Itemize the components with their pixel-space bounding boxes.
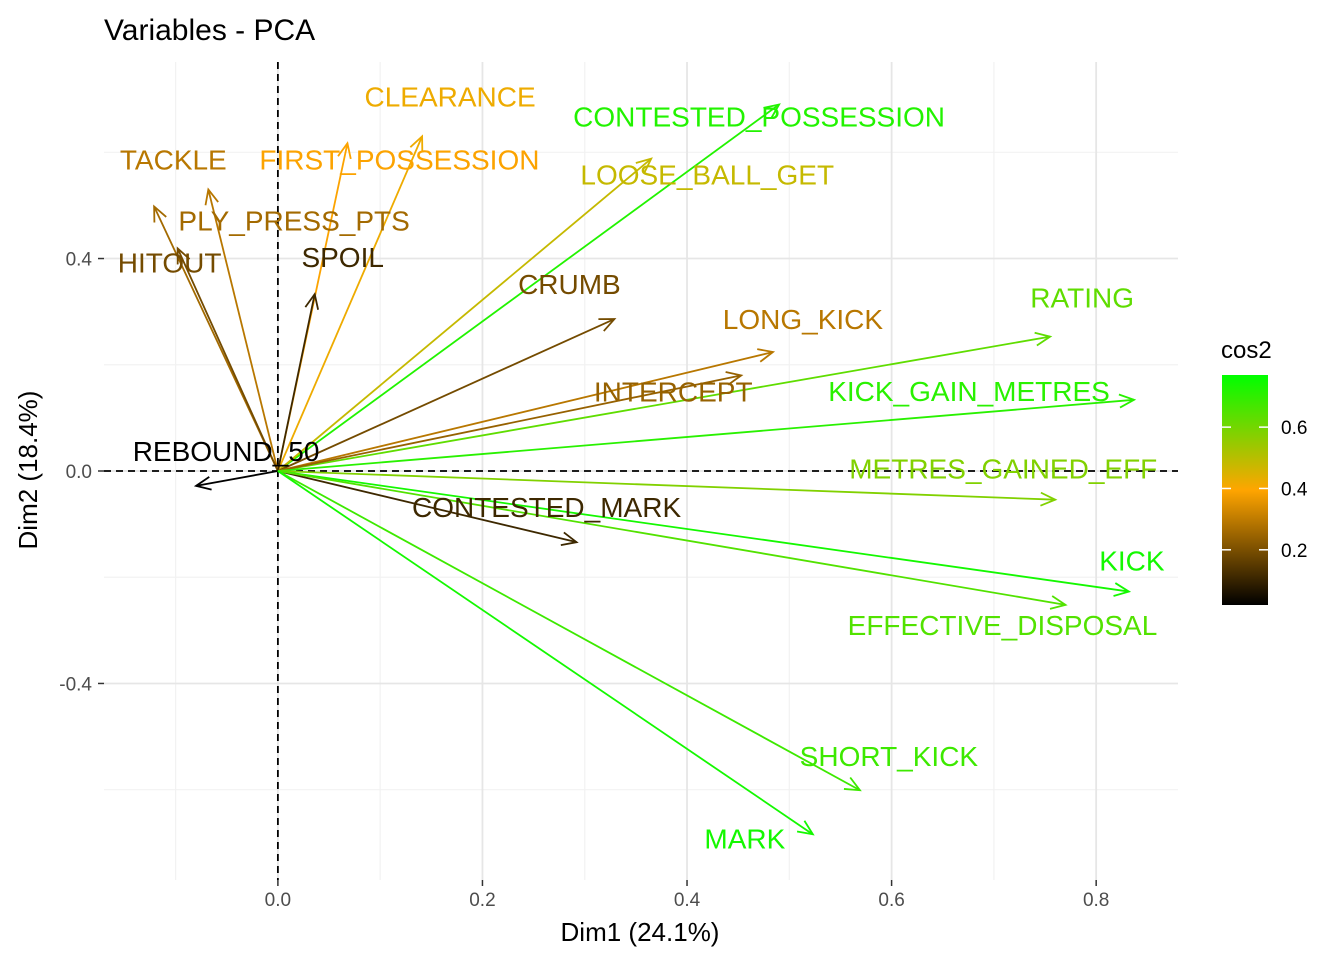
arrow-head (560, 531, 579, 547)
arrow-shaft (277, 351, 774, 472)
arrow-long-kick (277, 348, 776, 472)
arrow-head (1118, 393, 1137, 409)
label-ply-press-pts: PLY_PRESS_PTS (178, 205, 409, 236)
legend-title: cos2 (1221, 337, 1272, 364)
arrow-head (337, 141, 352, 160)
label-intercept: INTERCEPT (594, 376, 753, 407)
arrow-shaft (277, 470, 814, 836)
arrow-head (757, 348, 776, 363)
label-metres-gained-eff: METRES_GAINED_EFF (849, 454, 1157, 485)
arrow-head (763, 103, 781, 119)
variable-arrows (153, 103, 1137, 836)
arrow-effective-disposal (277, 470, 1068, 610)
arrow-shaft (195, 470, 279, 487)
arrow-kick (277, 470, 1132, 597)
arrow-shaft (277, 470, 1130, 593)
arrow-head (843, 776, 862, 792)
arrow-shaft (277, 335, 1051, 472)
x-tick-label: 0.4 (674, 890, 701, 911)
x-axis-ticks: 0.0 0.2 0.4 0.6 0.8 (265, 880, 1109, 911)
label-hitout: HITOUT (118, 247, 222, 278)
legend-colorbar (1222, 375, 1268, 605)
label-long-kick: LONG_KICK (723, 304, 884, 335)
label-first-possession: FIRST_POSSESSION (259, 144, 539, 175)
arrow-rebound-50 (193, 470, 279, 491)
arrow-head (598, 318, 617, 332)
x-axis-label: Dim1 (24.1%) (561, 917, 720, 947)
arrow-hitout (176, 246, 279, 472)
arrow-shaft (277, 136, 423, 472)
arrow-head (796, 820, 815, 836)
arrow-shaft (277, 470, 1066, 606)
label-clearance: CLEARANCE (365, 81, 536, 112)
x-tick-label: 0.0 (265, 890, 291, 911)
arrow-head (409, 134, 424, 153)
label-rating: RATING (1030, 283, 1134, 314)
label-rebound-50: REBOUND_50 (133, 436, 320, 467)
label-mark: MARK (704, 823, 785, 854)
arrow-loose-ball-get (277, 157, 653, 472)
arrow-rating (277, 331, 1053, 472)
x-tick-label: 0.8 (1083, 890, 1109, 911)
label-tackle: TACKLE (120, 144, 227, 175)
x-tick-label: 0.6 (878, 890, 904, 911)
label-loose-ball-get: LOOSE_BALL_GET (580, 160, 834, 191)
legend-tick-label: 0.4 (1281, 479, 1308, 500)
arrow-shaft (277, 470, 577, 544)
arrow-kick-gain-metres (277, 393, 1137, 472)
arrow-spoil (277, 291, 319, 472)
arrow-metres-gained-eff (277, 470, 1058, 507)
arrow-head (304, 291, 319, 310)
label-kick-gain-metres: KICK_GAIN_METRES (828, 376, 1110, 407)
arrow-short-kick (277, 470, 862, 792)
legend-tick-label: 0.2 (1281, 541, 1307, 562)
arrow-head (193, 476, 212, 491)
label-contested-mark: CONTESTED_MARK (412, 492, 681, 523)
arrow-shaft (277, 470, 1056, 501)
y-axis-label: Dim2 (18.4%) (13, 391, 43, 550)
arrow-head (725, 371, 744, 386)
arrow-head (1040, 491, 1058, 507)
label-spoil: SPOIL (301, 242, 383, 273)
arrow-shaft (277, 318, 615, 472)
arrow-shaft (277, 157, 652, 472)
arrow-shaft (277, 398, 1135, 472)
label-effective-disposal: EFFECTIVE_DISPOSAL (848, 610, 1158, 641)
arrow-tackle (204, 187, 279, 472)
label-crumb: CRUMB (518, 269, 621, 300)
arrow-clearance (277, 134, 424, 472)
arrow-crumb (277, 318, 617, 472)
arrow-mark (277, 470, 815, 836)
variable-labels: CLEARANCE CONTESTED_POSSESSION TACKLE FIRST… (118, 81, 1165, 854)
arrow-shaft (207, 189, 279, 472)
arrow-head (1113, 582, 1132, 597)
chart-title: Variables - PCA (104, 14, 315, 47)
major-grid (104, 62, 1178, 880)
legend-tick-label: 0.6 (1281, 418, 1307, 439)
arrow-head (153, 204, 167, 223)
arrow-head (1049, 595, 1068, 610)
arrow-contested-possession (277, 103, 781, 472)
arrow-intercept (277, 371, 744, 472)
x-tick-label: 0.2 (469, 890, 495, 911)
arrow-shaft (277, 374, 742, 472)
arrow-shaft (277, 103, 780, 472)
y-tick-label: 0.0 (66, 462, 92, 483)
y-axis-ticks: -0.4 0.0 0.4 (59, 250, 104, 695)
label-contested-possession: CONTESTED_POSSESSION (573, 101, 945, 132)
arrow-shaft (176, 248, 279, 472)
y-tick-label: -0.4 (59, 674, 92, 695)
cos2-legend: cos2 0.2 0.4 0.6 (1221, 337, 1308, 605)
arrow-shaft (277, 293, 316, 472)
arrow-head (204, 187, 219, 206)
arrow-shaft (277, 470, 861, 792)
arrow-head (176, 246, 191, 265)
arrow-head (1034, 331, 1053, 347)
arrow-head (635, 157, 653, 174)
label-short-kick: SHORT_KICK (800, 741, 979, 772)
arrow-contested-mark (277, 470, 579, 547)
label-kick: KICK (1099, 546, 1165, 577)
y-tick-label: 0.4 (66, 250, 93, 271)
